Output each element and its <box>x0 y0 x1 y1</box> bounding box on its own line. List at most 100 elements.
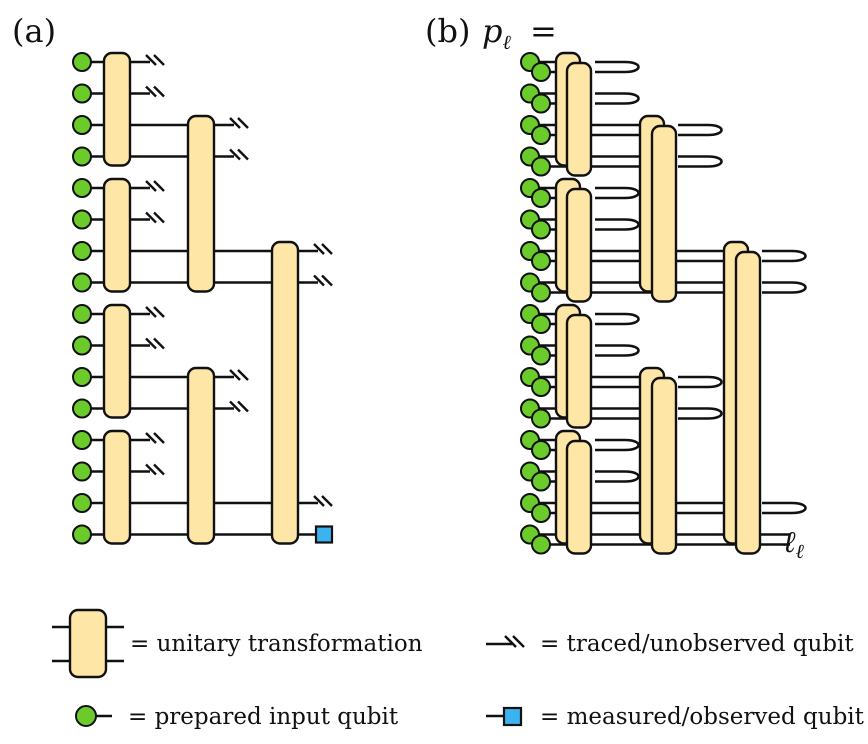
qubit-input <box>531 125 551 145</box>
panel-a-circuit <box>72 51 334 545</box>
trace-stroke <box>321 274 333 287</box>
panel-b-label: (b) <box>425 12 470 50</box>
trace-mark <box>145 85 165 98</box>
qubit-input <box>72 430 92 450</box>
legend-unitary: = unitary transformation <box>52 608 423 679</box>
trace-mark <box>313 495 333 507</box>
trace-loop <box>595 186 640 200</box>
legend-prepared: = prepared input qubit <box>75 704 399 730</box>
unitary-gate <box>102 303 132 419</box>
qubit-input <box>531 345 551 366</box>
qubit-input <box>72 524 92 545</box>
trace-stroke <box>229 400 241 413</box>
output-label: ℓℓ <box>783 525 805 563</box>
trace-stroke <box>153 54 165 66</box>
trace-stroke <box>237 117 249 129</box>
unitary-gate <box>102 177 132 293</box>
trace-stroke <box>313 495 325 507</box>
trace-loop <box>595 344 640 357</box>
trace-mark <box>313 243 333 255</box>
trace-stroke <box>145 85 157 98</box>
qubit-input <box>531 503 551 523</box>
qubit-input <box>72 209 92 230</box>
trace-stroke <box>153 211 165 224</box>
unitary-gate-front <box>734 250 762 555</box>
trace-stroke <box>145 211 157 224</box>
trace-loop <box>762 249 807 263</box>
qubit-input <box>531 440 551 460</box>
legend-prepared-text: = prepared input qubit <box>128 704 399 730</box>
unitary-gate <box>186 366 216 545</box>
trace-stroke <box>145 432 157 444</box>
trace-stroke <box>153 463 165 476</box>
trace-stroke <box>145 180 157 192</box>
trace-loop <box>762 281 807 294</box>
trace-stroke <box>313 274 325 287</box>
unitary-gate <box>270 240 300 545</box>
legend-measured: = measured/observed qubit <box>486 704 865 730</box>
unitary-gate-front <box>565 187 593 303</box>
unitary-gate <box>186 114 216 293</box>
unitary-gate-front <box>565 61 593 177</box>
trace-mark <box>229 400 249 413</box>
trace-mark <box>229 117 249 129</box>
measured-qubit <box>314 525 334 544</box>
qubit-input <box>72 241 92 261</box>
trace-loop <box>762 501 807 515</box>
legend-measure-symbol <box>502 706 523 727</box>
legend-gate-symbol <box>68 608 108 679</box>
panel-a-label: (a) <box>12 12 56 50</box>
trace-mark <box>145 306 165 318</box>
trace-loop <box>595 312 640 326</box>
qubit-input <box>72 461 92 482</box>
qubit-input <box>72 83 92 104</box>
unitary-gate <box>102 429 132 545</box>
trace-stroke <box>145 54 157 66</box>
qubit-input <box>531 408 551 429</box>
trace-mark <box>145 432 165 444</box>
unitary-gate-front <box>650 124 678 303</box>
trace-stroke <box>153 180 165 192</box>
trace-loop <box>678 123 723 137</box>
qubit-input <box>531 534 551 555</box>
qubit-input <box>531 251 551 271</box>
trace-stroke <box>153 85 165 98</box>
unitary-gate-front <box>650 376 678 555</box>
trace-stroke <box>153 306 165 318</box>
trace-stroke <box>237 369 249 381</box>
qubit-input <box>72 115 92 135</box>
qubit-input <box>531 188 551 208</box>
trace-mark <box>313 274 333 287</box>
trace-stroke <box>321 243 333 255</box>
trace-stroke <box>229 369 241 381</box>
trace-loop <box>595 60 640 74</box>
qubit-input <box>72 52 92 72</box>
legend-traced: = traced/unobserved qubit <box>486 631 854 657</box>
unitary-gate-front <box>565 313 593 429</box>
trace-stroke <box>229 117 241 129</box>
trace-mark <box>229 148 249 161</box>
qubit-input <box>72 493 92 513</box>
qubit-input <box>72 335 92 356</box>
qubit-input <box>72 367 92 387</box>
qubit-input <box>531 377 551 397</box>
trace-loop <box>595 218 640 231</box>
qubit-input <box>72 146 92 167</box>
trace-loop <box>678 407 723 420</box>
trace-loop <box>595 470 640 483</box>
qubit-input <box>531 93 551 114</box>
legend-measured-text: = measured/observed qubit <box>540 704 865 730</box>
trace-stroke <box>153 432 165 444</box>
qubit-input <box>531 219 551 240</box>
unitary-gate <box>102 51 132 167</box>
trace-mark <box>145 54 165 66</box>
trace-mark <box>145 211 165 224</box>
equation-lhs: pℓ <box>482 12 511 54</box>
qubit-input <box>72 304 92 324</box>
qubit-input <box>531 314 551 334</box>
qubit-input <box>72 398 92 419</box>
trace-loop <box>678 375 723 389</box>
legend: = unitary transformation = traced/unobse… <box>52 608 865 730</box>
unitary-gate-front <box>565 439 593 555</box>
